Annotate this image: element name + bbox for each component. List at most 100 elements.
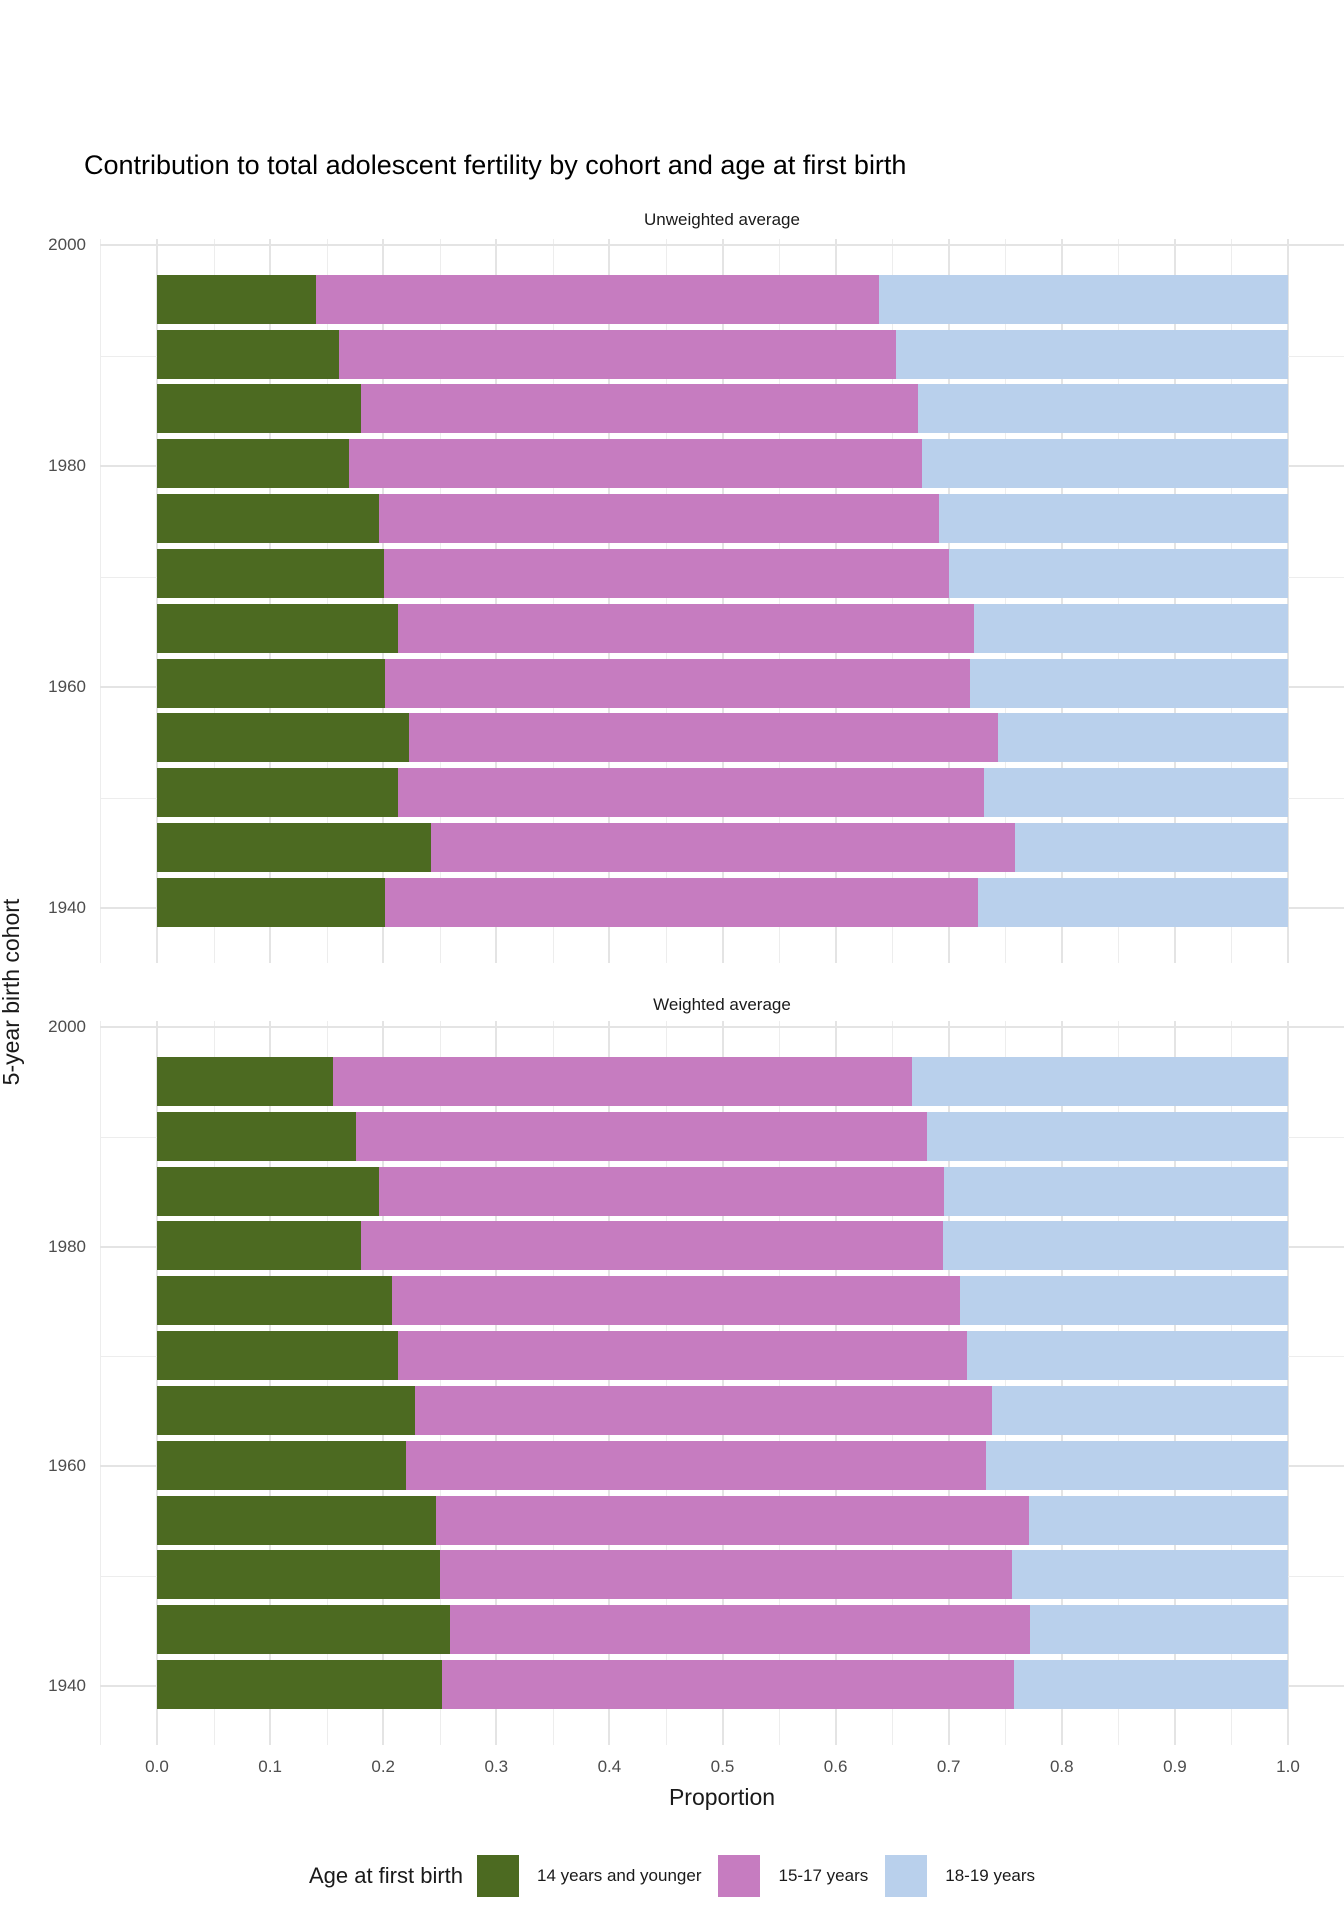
bar-segment-1990-series0	[157, 1111, 357, 1161]
gridline-major-vertical	[721, 239, 724, 963]
bar-row-cohort-1950	[157, 768, 1288, 818]
bar-segment-1960-series0	[157, 1440, 406, 1490]
legend: Age at first birth 14 years and younger 1…	[0, 1853, 1344, 1899]
bar-row-cohort-1955	[157, 1495, 1288, 1545]
y-tick-label: 2000	[48, 235, 86, 254]
legend-label: 14 years and younger	[537, 1866, 702, 1885]
gridline-minor-vertical	[326, 1021, 328, 1745]
bar-segment-1970-series0	[157, 1331, 398, 1381]
gridline-major-vertical	[1287, 1021, 1289, 1745]
gridline-major-vertical	[834, 239, 837, 963]
panel-title-weighted: Weighted average	[653, 995, 791, 1014]
bar-segment-1985-series0	[157, 384, 361, 434]
gridline-minor-vertical	[779, 1021, 781, 1745]
bar-row-cohort-1970	[157, 1331, 1288, 1381]
gridline-major-vertical	[1173, 1021, 1176, 1745]
bar-segment-1985-series2	[918, 384, 1288, 434]
x-tick-label: 0.1	[258, 1757, 282, 1776]
bar-segment-1950-series2	[1012, 1550, 1288, 1600]
x-tick-label: 0.9	[1163, 1757, 1187, 1776]
bar-segment-1990-series0	[157, 329, 340, 379]
x-tick-label: 0.2	[371, 1757, 395, 1776]
gridline-major-vertical	[269, 1021, 272, 1745]
x-tick-label: 0.8	[1049, 1757, 1074, 1776]
gridline-major-vertical	[1060, 239, 1063, 963]
bar-segment-1940-series1	[442, 1660, 1015, 1710]
legend-swatch-icon	[477, 1855, 520, 1897]
bar-row-cohort-1980	[157, 1221, 1288, 1271]
bar-segment-1980-series0	[157, 1221, 361, 1271]
gridline-minor-vertical	[1005, 239, 1007, 963]
bar-segment-1985-series1	[378, 1166, 945, 1216]
x-tick-label: 0.6	[823, 1757, 848, 1776]
bar-segment-1945-series2	[1015, 823, 1288, 872]
gridline-minor-vertical	[892, 1021, 894, 1745]
bar-segment-1960-series1	[385, 658, 971, 708]
bar-row-cohort-1970	[157, 548, 1288, 598]
bar-row-cohort-1950	[157, 1550, 1288, 1600]
bar-segment-1990-series2	[927, 1111, 1288, 1161]
gridline-minor-vertical	[665, 239, 667, 963]
gridline-minor-vertical	[665, 1021, 667, 1745]
bar-row-cohort-1945	[157, 1605, 1288, 1655]
bar-segment-1950-series2	[983, 768, 1288, 818]
bar-segment-1965-series2	[973, 603, 1288, 653]
chart-title: Contribution to total adolescent fertili…	[84, 150, 907, 180]
bar-segment-1965-series1	[397, 603, 974, 653]
gridline-major-vertical	[156, 239, 158, 963]
bar-segment-1990-series1	[356, 1111, 928, 1161]
legend-label: 15-17 years	[778, 1866, 869, 1885]
bar-segment-1990-series2	[895, 329, 1288, 379]
bar-segment-1965-series2	[991, 1385, 1288, 1435]
bar-segment-1975-series2	[938, 494, 1288, 544]
bar-segment-1985-series1	[360, 384, 919, 434]
bar-row-cohort-1945	[157, 823, 1288, 872]
gridline-minor-vertical	[213, 1021, 215, 1745]
gridline-major-vertical	[495, 239, 498, 963]
bar-row-cohort-1975	[157, 494, 1288, 544]
bar-segment-1955-series0	[157, 713, 410, 763]
bar-row-cohort-1940	[157, 1660, 1288, 1710]
x-tick-label: 1.0	[1276, 1757, 1300, 1776]
gridline-major-horizontal	[100, 1026, 1344, 1028]
gridline-major-vertical	[608, 239, 611, 963]
gridline-major-vertical	[947, 239, 950, 963]
gridline-minor-vertical	[552, 1021, 554, 1745]
bar-segment-1970-series2	[966, 1331, 1288, 1381]
legend-swatch-icon	[885, 1855, 928, 1897]
x-tick-label: 0.4	[597, 1757, 622, 1776]
bar-segment-1970-series2	[948, 548, 1288, 598]
bar-segment-1955-series1	[409, 713, 999, 763]
bar-segment-1965-series1	[414, 1385, 992, 1435]
bar-row-cohort-1990	[157, 1111, 1288, 1161]
bar-segment-1970-series0	[157, 548, 385, 598]
gridline-major-vertical	[382, 1021, 385, 1745]
bar-segment-1980-series2	[943, 1221, 1288, 1271]
bar-segment-1950-series1	[439, 1550, 1013, 1600]
gridline-minor-vertical	[100, 239, 102, 963]
y-tick-label: 1940	[48, 898, 86, 917]
bar-segment-1980-series0	[157, 439, 350, 489]
gridline-minor-vertical	[1231, 1021, 1233, 1745]
bar-row-cohort-1985	[157, 384, 1288, 434]
gridline-major-vertical	[1287, 239, 1289, 963]
gridline-major-vertical	[834, 1021, 837, 1745]
bar-row-cohort-1980	[157, 439, 1288, 489]
bar-segment-1940-series2	[1014, 1660, 1288, 1710]
y-tick-label: 2000	[48, 1017, 86, 1036]
bar-row-cohort-1995	[157, 274, 1288, 324]
gridline-minor-vertical	[213, 239, 215, 963]
bar-segment-1980-series1	[349, 439, 922, 489]
bar-segment-1945-series0	[157, 823, 431, 872]
bar-segment-1955-series2	[1028, 1495, 1288, 1545]
legend-title: Age at first birth	[308, 1863, 464, 1888]
bar-segment-1985-series0	[157, 1166, 379, 1216]
bar-segment-1960-series1	[405, 1440, 986, 1490]
gridline-major-vertical	[1060, 1021, 1063, 1745]
y-tick-label: 1960	[48, 1456, 86, 1475]
y-tick-label: 1940	[48, 1675, 86, 1695]
gridline-minor-vertical	[1005, 1021, 1007, 1745]
gridline-major-vertical	[947, 1021, 950, 1745]
panel-title-unweighted: Unweighted average	[644, 210, 800, 229]
